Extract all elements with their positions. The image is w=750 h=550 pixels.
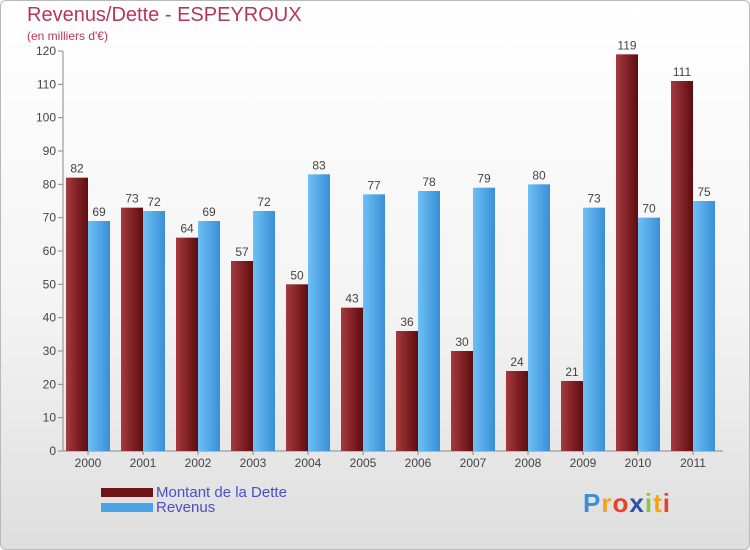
data-label: 119 (617, 38, 636, 52)
logo-letter: r (601, 488, 613, 518)
x-tick-label: 2003 (240, 456, 267, 470)
data-label: 70 (642, 202, 656, 216)
chart-subtitle: (en milliers d'€) (27, 29, 108, 43)
y-tick-label: 50 (43, 277, 57, 291)
y-tick-label: 70 (43, 211, 57, 225)
data-label: 73 (587, 192, 601, 206)
x-tick-label: 2006 (405, 456, 432, 470)
bar-dette (176, 237, 198, 451)
y-tick-label: 30 (43, 344, 57, 358)
bar-revenus (418, 191, 440, 451)
legend-label-dette: Montant de la Dette (156, 484, 287, 501)
y-tick-label: 20 (43, 377, 57, 391)
y-tick-label: 120 (36, 44, 56, 58)
x-tick-label: 2001 (130, 456, 157, 470)
logo-letter: i (662, 488, 671, 518)
bar-dette (286, 284, 308, 451)
bar-dette (341, 307, 363, 451)
data-label: 77 (367, 178, 381, 192)
bar-revenus (308, 174, 330, 452)
bar-revenus (528, 184, 550, 452)
data-label: 78 (422, 175, 436, 189)
y-tick-label: 110 (37, 77, 56, 91)
chart-title: Revenus/Dette - ESPEYROUX (27, 4, 302, 26)
logo-letter: o (612, 488, 630, 518)
bar-dette (506, 371, 528, 451)
data-label: 57 (235, 245, 249, 259)
y-tick-label: 0 (49, 444, 56, 458)
bar-revenus (363, 194, 385, 452)
bar-revenus (143, 211, 165, 451)
data-label: 79 (477, 172, 491, 186)
bar-revenus (638, 217, 660, 451)
data-label: 73 (125, 192, 139, 206)
bar-dette (561, 381, 583, 451)
bar-dette (671, 81, 693, 451)
x-tick-label: 2005 (350, 456, 377, 470)
bar-dette (231, 261, 253, 451)
data-label: 64 (180, 222, 194, 236)
bar-revenus (253, 211, 275, 451)
bar-dette (616, 54, 638, 451)
data-label: 24 (510, 355, 524, 369)
data-label: 69 (92, 205, 106, 219)
bar-dette (451, 351, 473, 451)
bar-revenus (473, 187, 495, 451)
legend-swatch-dette (101, 488, 153, 497)
y-tick-label: 60 (43, 244, 57, 258)
legend-label-revenus: Revenus (156, 499, 216, 516)
data-label: 50 (290, 268, 304, 282)
bar-revenus (693, 201, 715, 451)
legend-swatch-revenus (101, 503, 153, 512)
x-tick-label: 2000 (75, 456, 102, 470)
proxiti-logo: Proxiti (583, 488, 671, 519)
x-tick-label: 2008 (515, 456, 542, 470)
y-tick-label: 10 (43, 411, 57, 425)
data-label: 21 (565, 365, 579, 379)
x-tick-label: 2007 (460, 456, 487, 470)
data-label: 43 (345, 292, 359, 306)
data-label: 69 (202, 205, 216, 219)
logo-letter: i (644, 488, 654, 518)
data-label: 30 (455, 335, 469, 349)
logo-letter: t (653, 488, 663, 518)
logo-letter: x (629, 488, 645, 518)
y-tick-label: 90 (43, 144, 57, 158)
logo-letter: P (583, 488, 602, 518)
y-tick-label: 100 (36, 111, 56, 125)
y-tick-label: 80 (43, 177, 57, 191)
x-tick-label: 2002 (185, 456, 212, 470)
bar-dette (396, 331, 418, 451)
y-tick-label: 40 (43, 311, 57, 325)
bar-revenus (88, 221, 110, 451)
data-label: 82 (70, 162, 84, 176)
x-tick-label: 2009 (570, 456, 597, 470)
data-label: 36 (400, 315, 414, 329)
bar-revenus (583, 207, 605, 451)
bar-dette (121, 207, 143, 451)
bar-dette (66, 177, 88, 451)
data-label: 75 (697, 185, 711, 199)
x-tick-label: 2010 (625, 456, 652, 470)
data-label: 72 (147, 195, 161, 209)
data-label: 111 (673, 65, 692, 79)
bar-revenus (198, 221, 220, 451)
data-label: 83 (312, 158, 326, 172)
x-tick-label: 2011 (680, 456, 706, 470)
data-label: 80 (532, 168, 546, 182)
data-label: 72 (257, 195, 271, 209)
x-tick-label: 2004 (295, 456, 322, 470)
